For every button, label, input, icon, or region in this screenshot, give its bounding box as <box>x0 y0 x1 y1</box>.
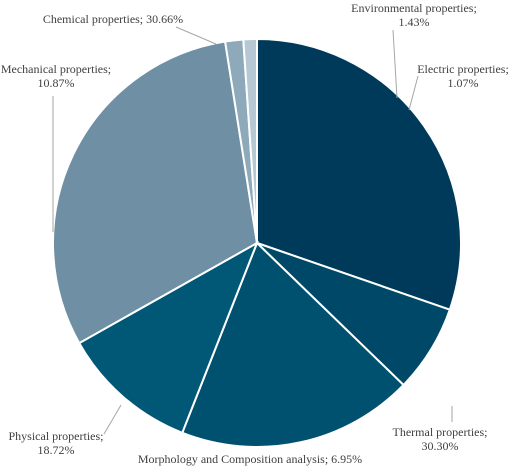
slice-label: Mechanical properties; 10.87% <box>1 62 111 90</box>
pie-slice-electric-properties <box>242 37 258 244</box>
slice-label-name: Physical properties; <box>9 429 104 443</box>
slice-label: Environmental properties; 1.43% <box>351 1 477 29</box>
slice-label: Electric properties; 1.07% <box>417 62 509 90</box>
slice-label: Thermal properties; 30.30% <box>393 425 488 453</box>
leader-line <box>175 26 217 45</box>
slice-label-name: Thermal properties; <box>393 425 488 439</box>
leader-line <box>408 75 419 111</box>
slice-label-value: 10.87% <box>38 76 75 90</box>
leader-line <box>392 29 398 99</box>
pie-slices <box>52 37 462 448</box>
slice-label-value: 1.43% <box>399 15 430 29</box>
slice-label-name: Environmental properties; <box>351 1 477 15</box>
slice-label-value: 18.72% <box>38 443 75 457</box>
slice-label: Physical properties; 18.72% <box>9 429 104 457</box>
leader-line <box>103 404 122 435</box>
slice-label-name: Chemical properties; 30.66% <box>43 12 183 26</box>
slice-label-name: Mechanical properties; <box>1 62 111 76</box>
pie-slice-mechanical-properties <box>77 240 259 435</box>
leader-lines <box>52 26 453 435</box>
slice-label-name: Electric properties; <box>417 62 509 76</box>
pie-slice-chemical-properties <box>52 40 259 345</box>
pie-slice-thermal-properties <box>256 37 462 311</box>
slice-label: Morphology and Composition analysis; 6.9… <box>138 452 362 466</box>
slice-label: Chemical properties; 30.66% <box>43 12 183 26</box>
slice-label-value: 30.30% <box>422 439 459 453</box>
slice-label-value: 1.07% <box>448 76 479 90</box>
